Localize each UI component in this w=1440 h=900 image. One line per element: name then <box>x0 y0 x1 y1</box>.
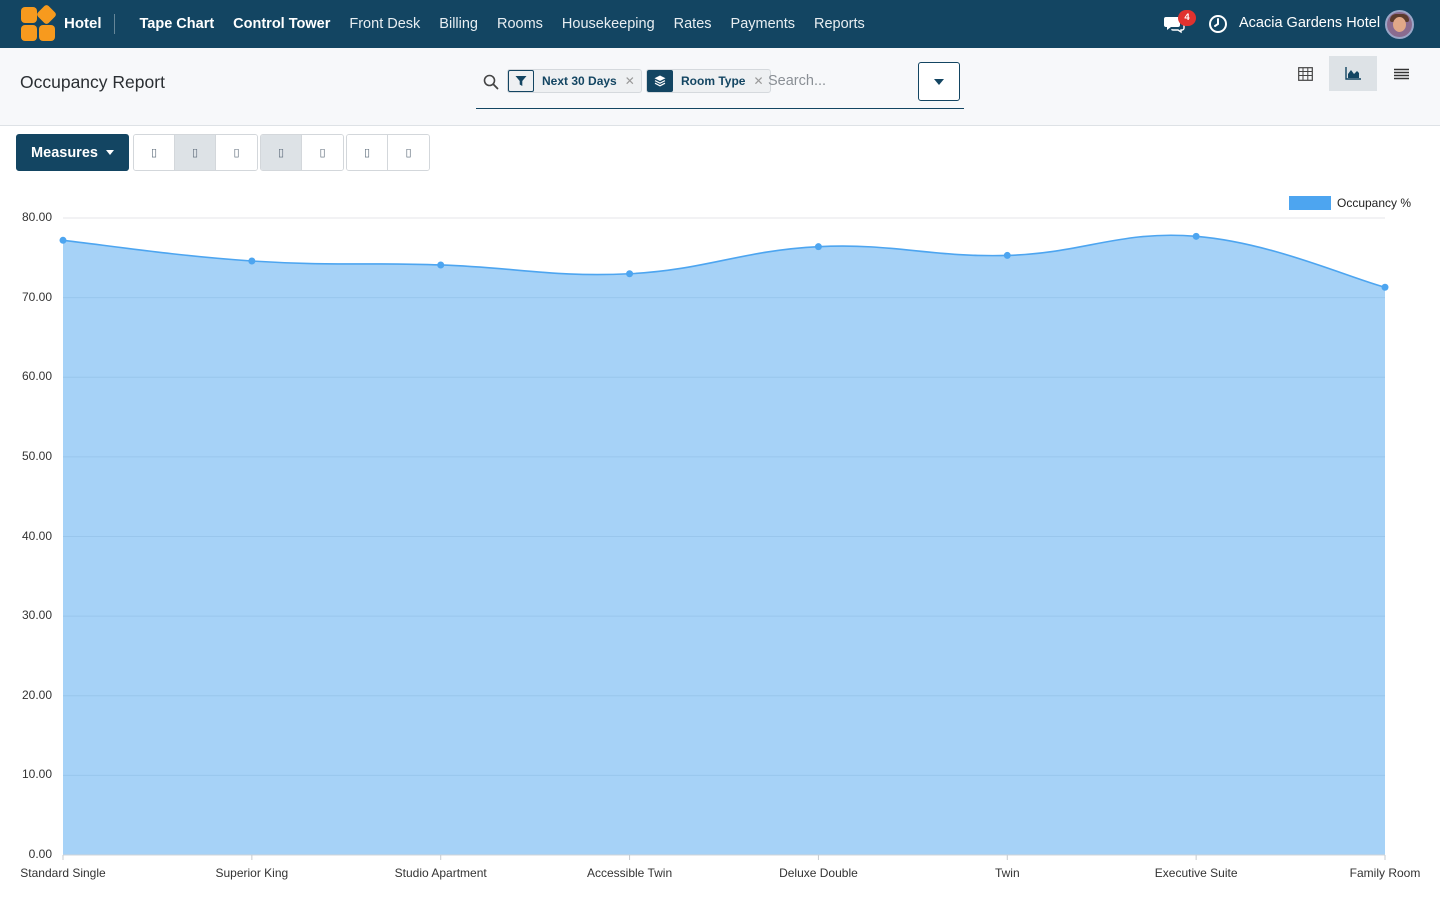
measures-label: Measures <box>31 144 98 161</box>
menu-item-reports[interactable]: Reports <box>814 16 865 32</box>
search-bar: Next 30 Days ✕ Room Type ✕ <box>476 62 964 109</box>
sort-descending-button[interactable]: ▯ <box>347 135 388 170</box>
menu-item-rooms[interactable]: Rooms <box>496 16 543 32</box>
brand-divider <box>114 14 115 34</box>
facet-remove-icon[interactable]: ✕ <box>624 74 635 88</box>
facet-remove-icon[interactable]: ✕ <box>753 74 764 88</box>
search-icon <box>483 74 499 90</box>
company-switcher[interactable]: Acacia Gardens Hotel <box>1239 15 1381 31</box>
menu-item-billing[interactable]: Billing <box>439 16 478 32</box>
bar-chart-icon: ▯ <box>150 147 158 159</box>
x-tick-label: Superior King <box>215 866 289 880</box>
facet-groupby[interactable]: Room Type ✕ <box>646 69 771 93</box>
control-panel: Occupancy Report Next 30 Days ✕ Room Typ… <box>0 48 1440 126</box>
data-point[interactable] <box>1003 251 1011 259</box>
data-point[interactable] <box>59 236 67 244</box>
user-avatar[interactable] <box>1385 10 1414 39</box>
series-area-occupancy <box>63 235 1385 856</box>
main-menu: Tape Chart Control Tower Front Desk Bill… <box>130 0 874 48</box>
activity-clock-icon[interactable] <box>1208 14 1228 34</box>
caret-down-icon <box>934 78 944 85</box>
data-point[interactable] <box>1381 283 1389 291</box>
cumulative-button[interactable]: ▯ <box>302 135 343 170</box>
x-tick-label: Twin <box>994 866 1020 880</box>
y-tick-label: 10.00 <box>21 767 52 782</box>
sort-ascending-button[interactable]: ▯ <box>388 135 429 170</box>
x-tick-label: Accessible Twin <box>586 866 673 880</box>
y-tick-label: 20.00 <box>21 687 52 702</box>
x-tick-label: Executive Suite <box>1154 866 1238 880</box>
y-tick-label: 80.00 <box>21 210 52 224</box>
list-view-button[interactable] <box>1377 56 1425 91</box>
table-view-button[interactable] <box>1281 56 1329 91</box>
line-chart-icon: ▯ <box>191 147 199 159</box>
x-tick-label: Deluxe Double <box>779 866 858 880</box>
graph-order-group: ▯ ▯ <box>260 134 344 171</box>
message-count-badge: 4 <box>1178 10 1196 26</box>
top-navbar: Hotel Tape Chart Control Tower Front Des… <box>0 0 1440 48</box>
x-tick-label: Studio Apartment <box>394 866 487 880</box>
menu-item-rates[interactable]: Rates <box>673 16 712 32</box>
search-input[interactable] <box>768 69 916 93</box>
layers-icon <box>647 70 673 92</box>
x-tick-label: Family Room <box>1349 866 1421 880</box>
pie-chart-icon: ▯ <box>233 147 240 159</box>
facet-filter-label: Next 30 Days <box>542 74 617 88</box>
y-tick-label: 40.00 <box>21 528 52 543</box>
list-view-icon <box>1393 68 1409 79</box>
data-point[interactable] <box>248 257 256 265</box>
search-options-toggle[interactable] <box>918 62 960 101</box>
y-tick-label: 0.00 <box>28 847 52 861</box>
y-tick-label: 60.00 <box>21 369 52 384</box>
sort-ascending-icon: ▯ <box>405 147 412 159</box>
facet-filter[interactable]: Next 30 Days ✕ <box>507 69 642 93</box>
line-chart-button[interactable]: ▯ <box>175 135 216 170</box>
table-view-icon <box>1297 66 1313 81</box>
pie-chart-button[interactable]: ▯ <box>216 135 257 170</box>
chart-legend[interactable]: Occupancy % <box>1289 196 1411 210</box>
page-title: Occupancy Report <box>20 72 165 92</box>
graph-type-group: ▯ ▯ ▯ <box>133 134 258 171</box>
menu-item-tape-chart[interactable]: Tape Chart <box>139 16 215 32</box>
legend-swatch <box>1289 196 1331 210</box>
graph-view-button[interactable] <box>1329 56 1377 91</box>
sort-descending-icon: ▯ <box>363 147 371 159</box>
app-brand[interactable]: Hotel <box>64 15 102 32</box>
data-point[interactable] <box>1192 232 1200 240</box>
menu-item-control-tower[interactable]: Control Tower <box>233 16 331 32</box>
menu-item-payments[interactable]: Payments <box>730 16 796 32</box>
stacked-icon: ▯ <box>277 147 285 159</box>
filter-icon <box>508 70 534 92</box>
y-tick-label: 30.00 <box>21 608 52 623</box>
measures-button[interactable]: Measures <box>16 134 129 171</box>
cumulative-icon: ▯ <box>319 147 326 159</box>
stacked-button[interactable]: ▯ <box>261 135 302 170</box>
series-line-occupancy <box>62 234 1386 289</box>
data-point[interactable] <box>814 243 822 251</box>
x-tick-label: Standard Single <box>20 866 106 880</box>
legend-label: Occupancy % <box>1337 196 1412 210</box>
sort-group: ▯ ▯ <box>346 134 430 171</box>
app-menu-icon[interactable] <box>21 3 58 41</box>
menu-item-front-desk[interactable]: Front Desk <box>349 16 421 32</box>
caret-down-icon <box>105 150 114 155</box>
y-tick-label: 50.00 <box>21 448 52 463</box>
data-point[interactable] <box>437 261 445 269</box>
menu-item-housekeeping[interactable]: Housekeeping <box>561 16 655 32</box>
bar-chart-button[interactable]: ▯ <box>134 135 175 170</box>
area-chart-icon <box>1345 67 1361 80</box>
y-tick-label: 70.00 <box>21 289 52 304</box>
facet-groupby-label: Room Type <box>681 74 746 88</box>
data-point[interactable] <box>626 270 634 278</box>
